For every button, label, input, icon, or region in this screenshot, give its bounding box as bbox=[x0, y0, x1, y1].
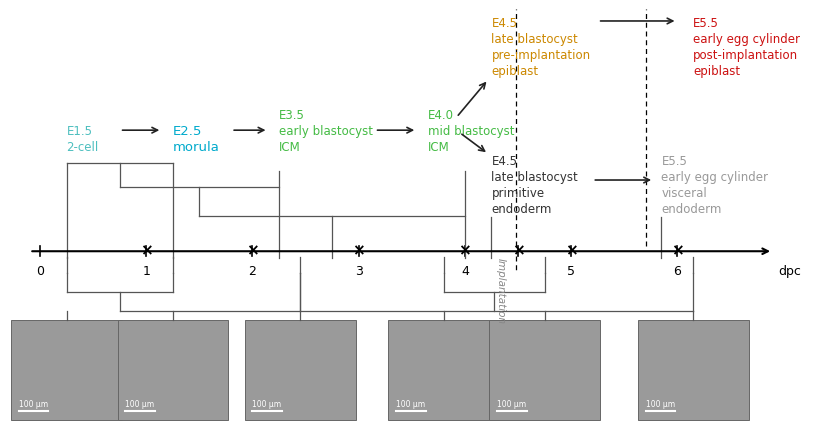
Text: 1: 1 bbox=[142, 265, 150, 278]
Text: ×: × bbox=[459, 244, 472, 259]
Text: 6: 6 bbox=[673, 265, 681, 278]
Text: E4.5
late blastocyst
primitive
endoderm: E4.5 late blastocyst primitive endoderm bbox=[492, 155, 578, 216]
Text: Implantation: Implantation bbox=[495, 259, 506, 324]
Bar bbox=[389, 320, 499, 420]
Text: E1.5
2-cell: E1.5 2-cell bbox=[67, 125, 99, 154]
Text: 0: 0 bbox=[36, 265, 44, 278]
Bar bbox=[118, 320, 228, 420]
Text: 100 μm: 100 μm bbox=[125, 400, 154, 409]
Text: ×: × bbox=[565, 244, 577, 259]
Bar bbox=[489, 320, 600, 420]
Text: ×: × bbox=[140, 244, 153, 259]
Bar bbox=[245, 320, 355, 420]
Text: 5: 5 bbox=[567, 265, 575, 278]
Text: E2.5
morula: E2.5 morula bbox=[173, 125, 220, 154]
Text: 100 μm: 100 μm bbox=[253, 400, 281, 409]
Text: E5.5
early egg cylinder
post-implantation
epiblast: E5.5 early egg cylinder post-implantatio… bbox=[693, 17, 800, 78]
Text: E5.5
early egg cylinder
visceral
endoderm: E5.5 early egg cylinder visceral endoder… bbox=[662, 155, 768, 216]
Bar bbox=[11, 320, 122, 420]
Text: ×: × bbox=[671, 244, 684, 259]
Text: E4.5
late blastocyst
pre-implantation
epiblast: E4.5 late blastocyst pre-implantation ep… bbox=[492, 17, 590, 78]
Text: dpc: dpc bbox=[778, 265, 801, 278]
Text: 2: 2 bbox=[249, 265, 256, 278]
Text: ×: × bbox=[352, 244, 365, 259]
Text: ×: × bbox=[511, 244, 524, 259]
Text: ×: × bbox=[246, 244, 259, 259]
Text: 100 μm: 100 μm bbox=[19, 400, 48, 409]
Text: 100 μm: 100 μm bbox=[497, 400, 526, 409]
Text: 100 μm: 100 μm bbox=[396, 400, 425, 409]
Text: E4.0
mid blastocyst
ICM: E4.0 mid blastocyst ICM bbox=[428, 109, 515, 154]
Text: 3: 3 bbox=[354, 265, 363, 278]
Text: 4: 4 bbox=[461, 265, 469, 278]
Bar bbox=[638, 320, 749, 420]
Text: 100 μm: 100 μm bbox=[646, 400, 675, 409]
Text: E3.5
early blastocyst
ICM: E3.5 early blastocyst ICM bbox=[279, 109, 373, 154]
